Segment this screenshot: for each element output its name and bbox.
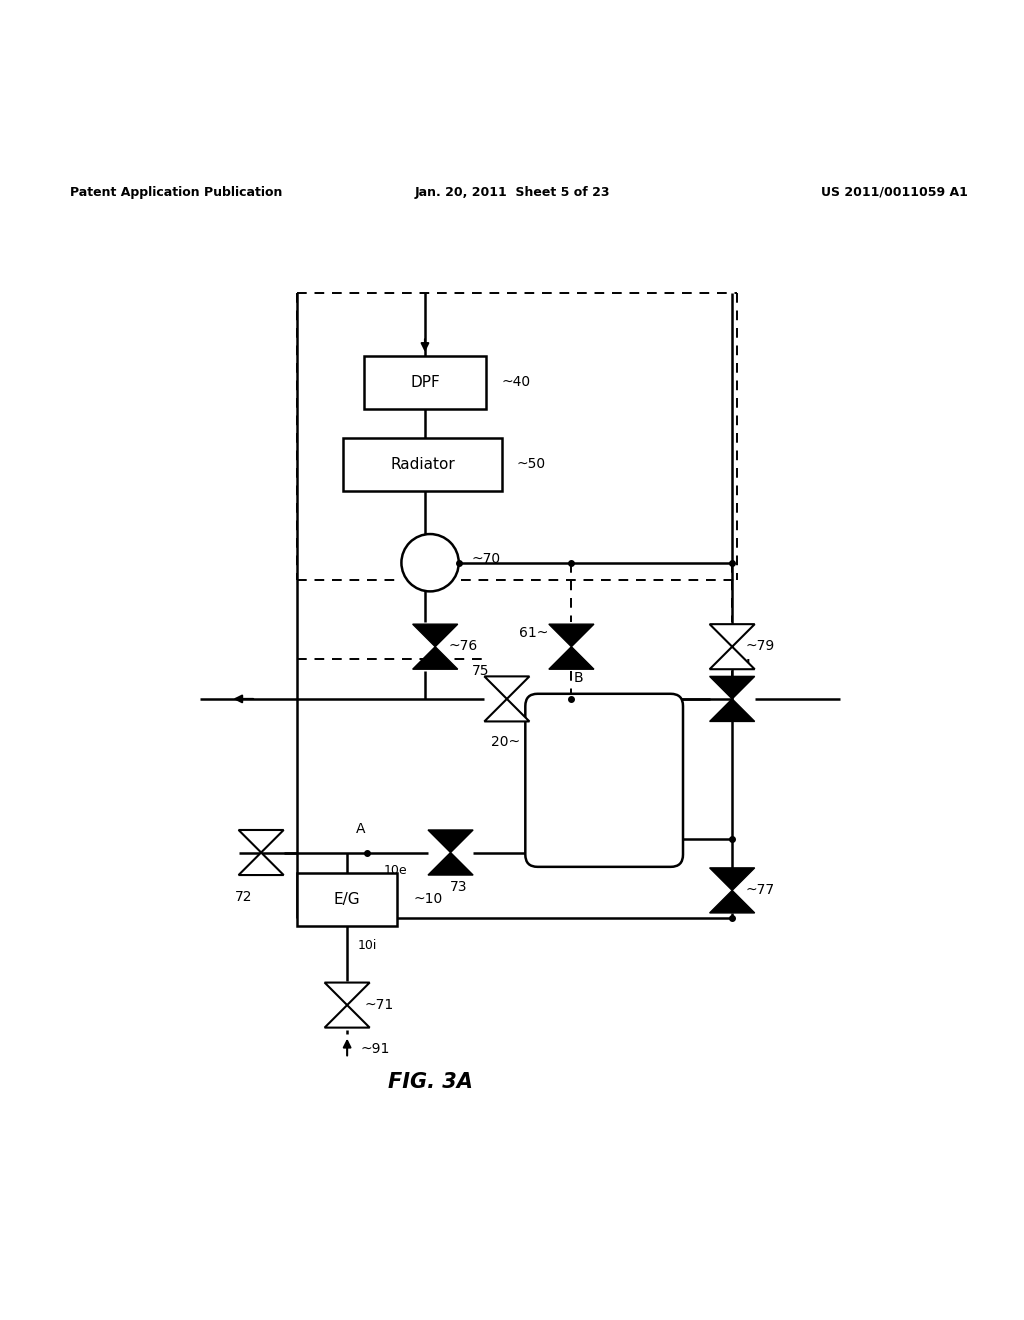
FancyBboxPatch shape — [525, 694, 683, 867]
Polygon shape — [484, 698, 529, 722]
Text: 74: 74 — [735, 659, 753, 672]
Text: Jan. 20, 2011  Sheet 5 of 23: Jan. 20, 2011 Sheet 5 of 23 — [415, 186, 609, 198]
Bar — [297, 873, 397, 927]
Text: Patent Application Publication: Patent Application Publication — [70, 186, 282, 198]
Polygon shape — [710, 676, 755, 698]
Text: 72: 72 — [234, 891, 253, 904]
Polygon shape — [710, 624, 755, 647]
Text: ~79: ~79 — [745, 639, 775, 652]
Polygon shape — [413, 624, 458, 647]
Text: 61~: 61~ — [519, 627, 549, 640]
Text: ~71: ~71 — [365, 998, 394, 1012]
Polygon shape — [710, 698, 755, 722]
Text: 73: 73 — [450, 880, 468, 894]
Text: A: A — [355, 822, 366, 836]
Polygon shape — [413, 647, 458, 669]
Text: ~91: ~91 — [360, 1041, 390, 1056]
Text: B: B — [573, 671, 584, 685]
Polygon shape — [428, 853, 473, 875]
Polygon shape — [428, 830, 473, 853]
Bar — [364, 356, 486, 409]
Text: 75: 75 — [472, 664, 489, 678]
Polygon shape — [710, 891, 755, 913]
Polygon shape — [549, 624, 594, 647]
Text: US 2011/0011059 A1: US 2011/0011059 A1 — [821, 186, 968, 198]
Bar — [343, 438, 502, 491]
Polygon shape — [484, 676, 529, 698]
Text: ~70: ~70 — [471, 552, 500, 566]
Polygon shape — [549, 647, 594, 669]
Text: Radiator: Radiator — [390, 457, 455, 473]
Text: 10e: 10e — [384, 863, 408, 876]
Text: ~10: ~10 — [414, 891, 443, 906]
Text: DPF: DPF — [410, 375, 440, 389]
Text: FIG. 3A: FIG. 3A — [388, 1072, 472, 1092]
Polygon shape — [710, 867, 755, 891]
Polygon shape — [325, 982, 370, 1005]
Text: ~40: ~40 — [502, 375, 530, 389]
Text: ~50: ~50 — [516, 458, 545, 471]
Text: E/G: E/G — [334, 892, 360, 907]
Polygon shape — [325, 1005, 370, 1027]
Polygon shape — [239, 830, 284, 853]
Polygon shape — [239, 853, 284, 875]
Text: 10i: 10i — [357, 939, 377, 952]
Text: ~77: ~77 — [745, 883, 774, 898]
Polygon shape — [710, 647, 755, 669]
Text: ~76: ~76 — [449, 639, 478, 652]
Text: 20~: 20~ — [492, 735, 520, 748]
